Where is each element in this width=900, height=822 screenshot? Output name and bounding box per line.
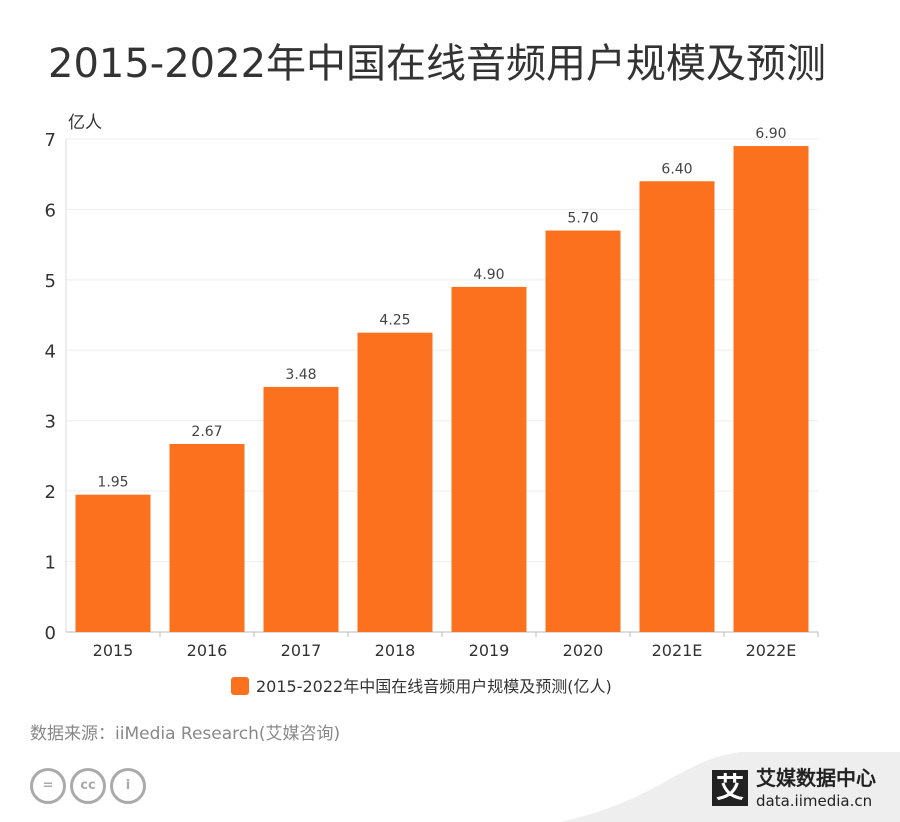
x-tick-label: 2019	[469, 641, 510, 660]
x-tick-label: 2016	[187, 641, 228, 660]
y-tick-label: 7	[45, 130, 56, 151]
bar	[639, 181, 715, 632]
by-icon: i	[110, 768, 146, 804]
x-tick-label: 2018	[375, 641, 416, 660]
data-label: 4.25	[379, 313, 410, 329]
x-tick-label: 2020	[563, 641, 604, 660]
x-tick-label: 2021E	[652, 641, 703, 660]
bar	[169, 443, 245, 632]
data-label: 2.67	[191, 424, 222, 440]
y-tick-label: 1	[45, 553, 56, 574]
brand-name: 艾媒数据中心	[756, 766, 876, 790]
x-tick-label: 2022E	[746, 641, 797, 660]
data-label: 6.90	[755, 126, 786, 142]
bar	[75, 494, 151, 632]
brand-logo-icon: 艾	[712, 770, 748, 806]
y-tick-label: 5	[45, 271, 56, 292]
bar	[733, 146, 809, 633]
y-tick-label: 3	[45, 412, 56, 433]
y-tick-label: 0	[45, 623, 56, 644]
y-tick-label: 2	[45, 482, 56, 503]
bar	[263, 386, 339, 632]
x-tick-label: 2015	[93, 641, 134, 660]
bar	[451, 286, 527, 632]
x-tick-label: 2017	[281, 641, 322, 660]
bar	[545, 230, 621, 633]
bar	[357, 332, 433, 632]
bar-chart: 0 1 2 3 4 5 6 7 亿人 1.95 2015 2.67 2016 3.48 2017 4.25 20…	[45, 113, 819, 696]
y-axis-label: 亿人	[68, 113, 102, 133]
y-tick-label: 4	[45, 341, 56, 362]
legend-label: 2015-2022年中国在线音频用户规模及预测(亿人)	[256, 677, 612, 696]
legend-swatch	[231, 677, 249, 695]
data-label: 3.48	[285, 367, 316, 383]
data-label: 1.95	[97, 475, 128, 491]
page-title: 2015-2022年中国在线音频用户规模及预测	[48, 41, 827, 87]
data-label: 6.40	[661, 161, 692, 177]
y-tick-label: 6	[45, 200, 56, 221]
nd-icon: =	[30, 768, 66, 804]
cc-icon: cc	[70, 768, 106, 804]
brand-url: data.iimedia.cn	[756, 792, 873, 810]
data-label: 4.90	[473, 267, 504, 283]
data-label: 5.70	[567, 211, 598, 227]
source-note: 数据来源：iiMedia Research(艾媒咨询)	[30, 724, 341, 744]
